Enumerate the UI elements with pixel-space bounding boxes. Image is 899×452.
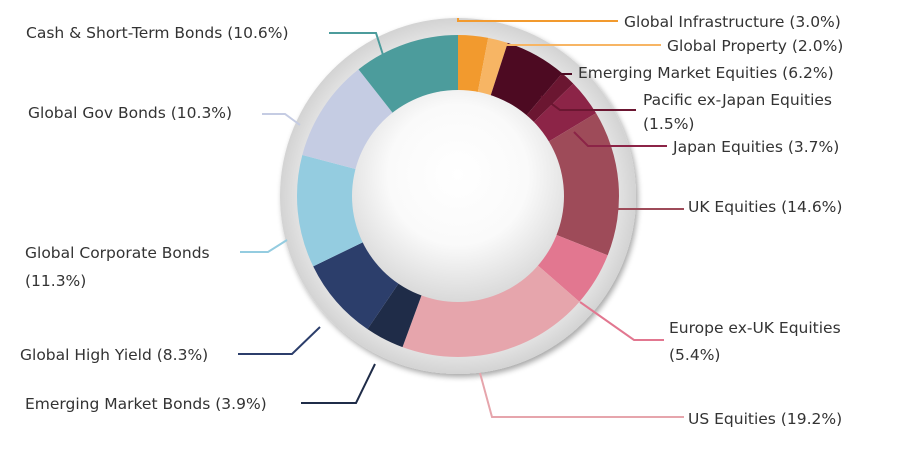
- slice-global-property[interactable]: [477, 37, 508, 98]
- slice-europe-ex-uk-equities[interactable]: [536, 234, 608, 302]
- leader-line-emerging-market-bonds: [301, 363, 376, 404]
- slice-emerging-market-bonds[interactable]: [367, 282, 423, 348]
- leader-line-pacific-ex-japan-equities: [540, 95, 636, 111]
- label-emerging-market-bonds: Emerging Market Bonds (3.9%): [25, 395, 267, 413]
- leader-line-global-property: [487, 44, 661, 50]
- label-global-gov-bonds: Global Gov Bonds (10.3%): [28, 104, 232, 122]
- label-emerging-market-equities: Emerging Market Equities (6.2%): [578, 64, 834, 82]
- slice-japan-equities[interactable]: [532, 83, 597, 143]
- slice-pacific-ex-japan-equities[interactable]: [525, 73, 574, 124]
- leader-line-cash-and-short-term-bonds: [329, 32, 385, 59]
- label-global-high-yield: Global High Yield (8.3%): [20, 346, 208, 364]
- leader-line-us-equities: [479, 372, 684, 418]
- slice-global-infrastructure[interactable]: [458, 35, 489, 94]
- label-line-europe-ex-uk-equities-2: (5.4%): [669, 346, 720, 364]
- labels-group: Global Infrastructure (3.0%) Global Prope…: [20, 13, 843, 428]
- label-global-infrastructure: Global Infrastructure (3.0%): [624, 13, 841, 31]
- donut-hole: [352, 90, 564, 302]
- leader-line-global-high-yield: [238, 326, 321, 355]
- slice-emerging-market-equities[interactable]: [490, 42, 563, 117]
- label-line-pacific-ex-japan-equities-1: Pacific ex-Japan Equities: [643, 91, 832, 109]
- label-pacific-ex-japan-equities: Pacific ex-Japan Equities (1.5%): [643, 91, 832, 133]
- label-line-global-corporate-bonds-2: (11.3%): [25, 272, 86, 290]
- leader-line-japan-equities: [573, 131, 667, 147]
- label-line-global-corporate-bonds-1: Global Corporate Bonds: [25, 244, 210, 262]
- label-cash-and-short-term-bonds: Cash & Short-Term Bonds (10.6%): [26, 24, 289, 42]
- label-line-europe-ex-uk-equities-1: Europe ex-UK Equities: [669, 319, 841, 337]
- leader-line-global-gov-bonds: [262, 113, 301, 126]
- slice-global-corporate-bonds[interactable]: [297, 154, 365, 267]
- leader-line-global-infrastructure: [457, 18, 618, 22]
- leader-line-global-corporate-bonds: [240, 239, 288, 253]
- label-global-property: Global Property (2.0%): [667, 37, 843, 55]
- label-global-corporate-bonds: Global Corporate Bonds (11.3%): [25, 244, 210, 290]
- label-japan-equities: Japan Equities (3.7%): [672, 138, 839, 156]
- slice-uk-equities[interactable]: [547, 113, 620, 256]
- label-us-equities: US Equities (19.2%): [688, 410, 842, 428]
- label-europe-ex-uk-equities: Europe ex-UK Equities (5.4%): [669, 319, 841, 364]
- leader-line-europe-ex-uk-equities: [579, 301, 664, 341]
- leader-lines-group: [238, 18, 684, 418]
- slice-global-gov-bonds[interactable]: [302, 69, 394, 170]
- slice-us-equities[interactable]: [402, 264, 580, 357]
- label-line-pacific-ex-japan-equities-2: (1.5%): [643, 115, 694, 133]
- label-uk-equities: UK Equities (14.6%): [688, 198, 842, 216]
